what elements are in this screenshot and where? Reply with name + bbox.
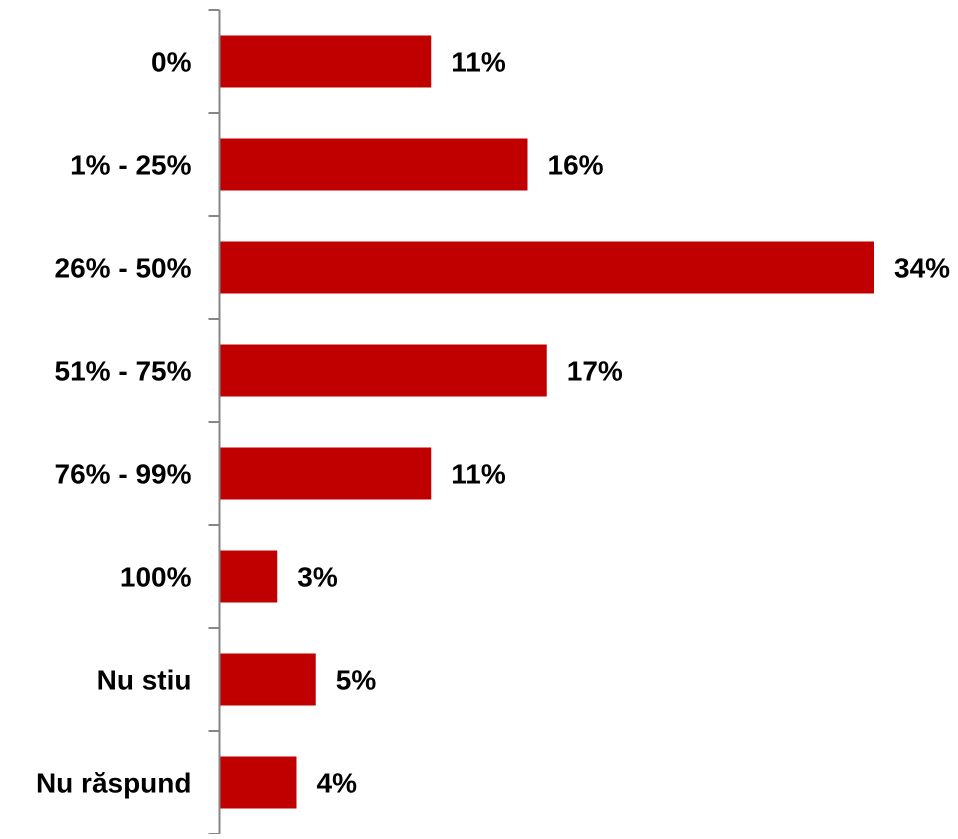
value-label: 5% [336,665,377,696]
value-label: 17% [567,356,623,387]
value-label: 16% [548,150,604,181]
bar-1 [219,35,432,88]
value-label: 11% [451,47,506,78]
value-label: 34% [894,253,950,284]
axis-layer [208,9,221,835]
bar-7 [219,653,316,706]
bar-4 [219,344,547,397]
bars-layer [219,35,874,809]
value-label: 3% [297,562,338,593]
category-label: 100% [120,562,192,593]
category-label: 51% - 75% [55,356,192,387]
bar-3 [219,241,874,294]
category-label: 76% - 99% [55,459,192,490]
category-label: 26% - 50% [55,253,192,284]
category-label: Nu răspund [36,768,192,799]
bar-2 [219,138,528,191]
category-label: Nu stiu [97,665,192,696]
bar-6 [219,550,278,603]
bar-5 [219,447,432,500]
labels-layer: 0% 11% 1% - 25% 16% 26% - 50% 34% 51% - 75% 17%… [36,47,950,799]
value-label: 4% [317,768,358,799]
category-label: 0% [151,47,192,78]
category-label: 1% - 25% [70,150,191,181]
value-label: 11% [451,459,506,490]
bar-8 [219,756,297,809]
